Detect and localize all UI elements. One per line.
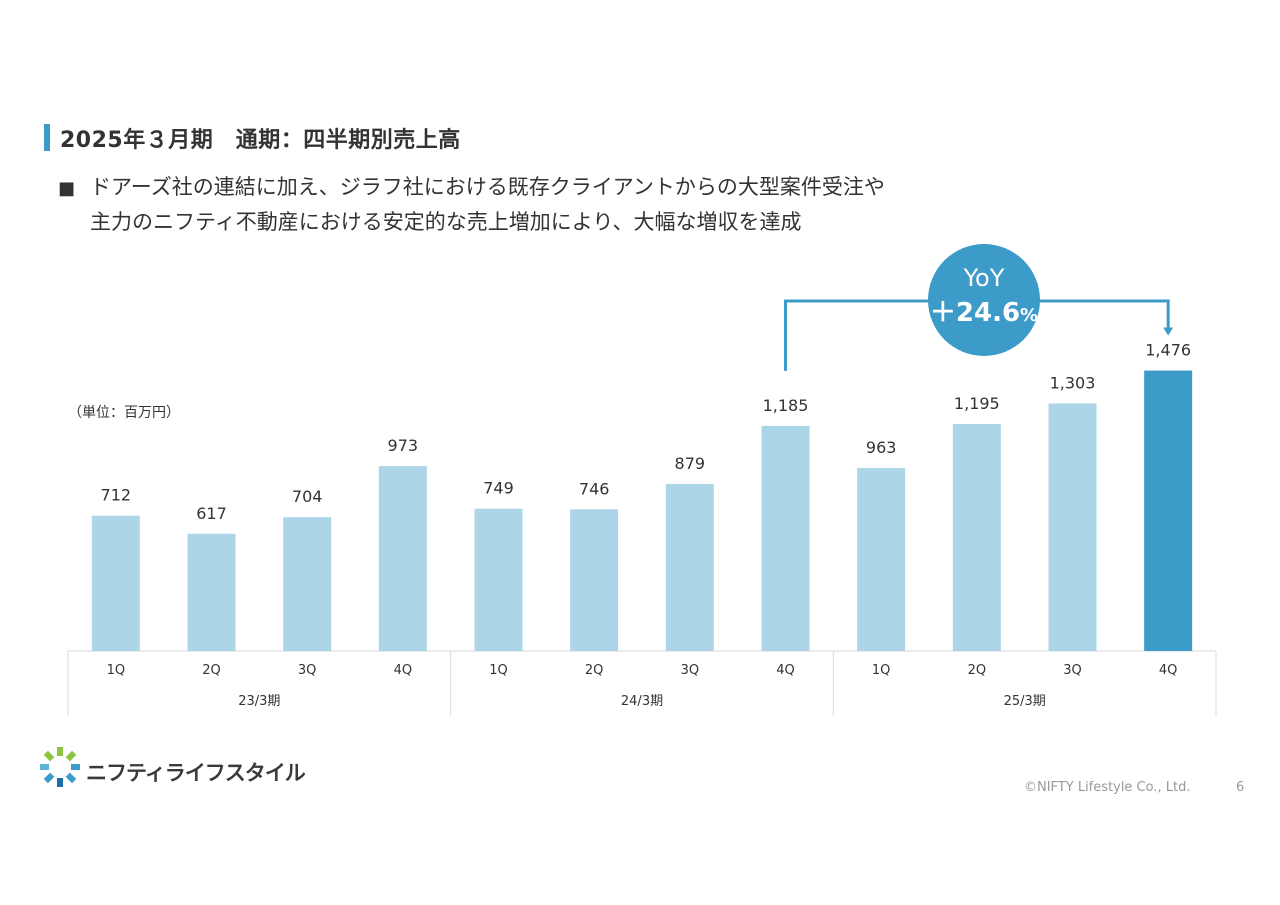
x-tick-label: 1Q bbox=[489, 663, 508, 678]
group-label: 23/3期 bbox=[238, 694, 280, 709]
x-tick-label: 1Q bbox=[872, 663, 891, 678]
description: ドアーズ社の連結に加え、ジラフ社における既存クライアントからの大型案件受注や 主… bbox=[90, 170, 885, 240]
data-label: 1,185 bbox=[763, 396, 809, 415]
x-tick-label: 2Q bbox=[968, 663, 987, 678]
nifty-logo-icon bbox=[40, 747, 80, 787]
data-label: 879 bbox=[675, 454, 706, 473]
bar bbox=[283, 517, 332, 651]
bar bbox=[474, 508, 523, 651]
data-label: 973 bbox=[388, 436, 419, 455]
bar bbox=[1048, 403, 1097, 651]
x-tick-label: 1Q bbox=[107, 663, 126, 678]
yoy-label: YoY bbox=[963, 264, 1005, 292]
yoy-percent-sign: % bbox=[1020, 305, 1039, 326]
bar bbox=[91, 515, 140, 651]
bar bbox=[761, 425, 810, 651]
bar bbox=[857, 468, 906, 651]
yoy-badge: YoY ＋24.6% bbox=[928, 244, 1040, 356]
yoy-value: ＋24.6% bbox=[928, 292, 1040, 329]
data-label: 1,476 bbox=[1145, 341, 1191, 360]
yoy-arrowhead bbox=[1163, 327, 1174, 336]
x-tick-label: 3Q bbox=[1063, 663, 1082, 678]
title-accent-bar bbox=[44, 124, 50, 151]
data-label: 1,303 bbox=[1050, 373, 1096, 392]
x-tick-label: 4Q bbox=[776, 663, 795, 678]
bar bbox=[1144, 370, 1193, 651]
bar bbox=[665, 483, 714, 651]
x-tick-label: 2Q bbox=[202, 663, 221, 678]
bullet-marker: ■ bbox=[58, 178, 76, 199]
bar bbox=[570, 509, 619, 651]
x-tick-label: 4Q bbox=[1159, 663, 1178, 678]
page-title: 2025年３月期 通期：四半期別売上高 bbox=[60, 128, 461, 153]
logo-text: ニフティライフスタイル bbox=[86, 761, 306, 785]
page-number: 6 bbox=[1236, 780, 1245, 795]
copyright: ©NIFTY Lifestyle Co., Ltd. bbox=[1024, 780, 1191, 795]
x-tick-label: 2Q bbox=[585, 663, 604, 678]
data-label: 704 bbox=[292, 487, 323, 506]
x-tick-label: 3Q bbox=[681, 663, 700, 678]
data-label: 712 bbox=[101, 486, 132, 505]
x-tick-label: 3Q bbox=[298, 663, 317, 678]
data-label: 1,195 bbox=[954, 394, 1000, 413]
bar bbox=[187, 533, 236, 651]
data-label: 749 bbox=[483, 479, 514, 498]
group-label: 25/3期 bbox=[1004, 694, 1046, 709]
x-tick-label: 4Q bbox=[394, 663, 413, 678]
bar bbox=[378, 466, 427, 651]
data-label: 746 bbox=[579, 479, 610, 498]
yoy-number: ＋24.6 bbox=[929, 298, 1021, 328]
description-line-2: 主力のニフティ不動産における安定的な売上増加により、大幅な増収を達成 bbox=[90, 210, 802, 234]
group-label: 24/3期 bbox=[621, 694, 663, 709]
unit-label: （単位：百万円） bbox=[68, 405, 180, 421]
data-label: 963 bbox=[866, 438, 897, 457]
bar bbox=[952, 423, 1001, 651]
data-label: 617 bbox=[196, 504, 227, 523]
description-line-1: ドアーズ社の連結に加え、ジラフ社における既存クライアントからの大型案件受注や bbox=[90, 175, 885, 199]
